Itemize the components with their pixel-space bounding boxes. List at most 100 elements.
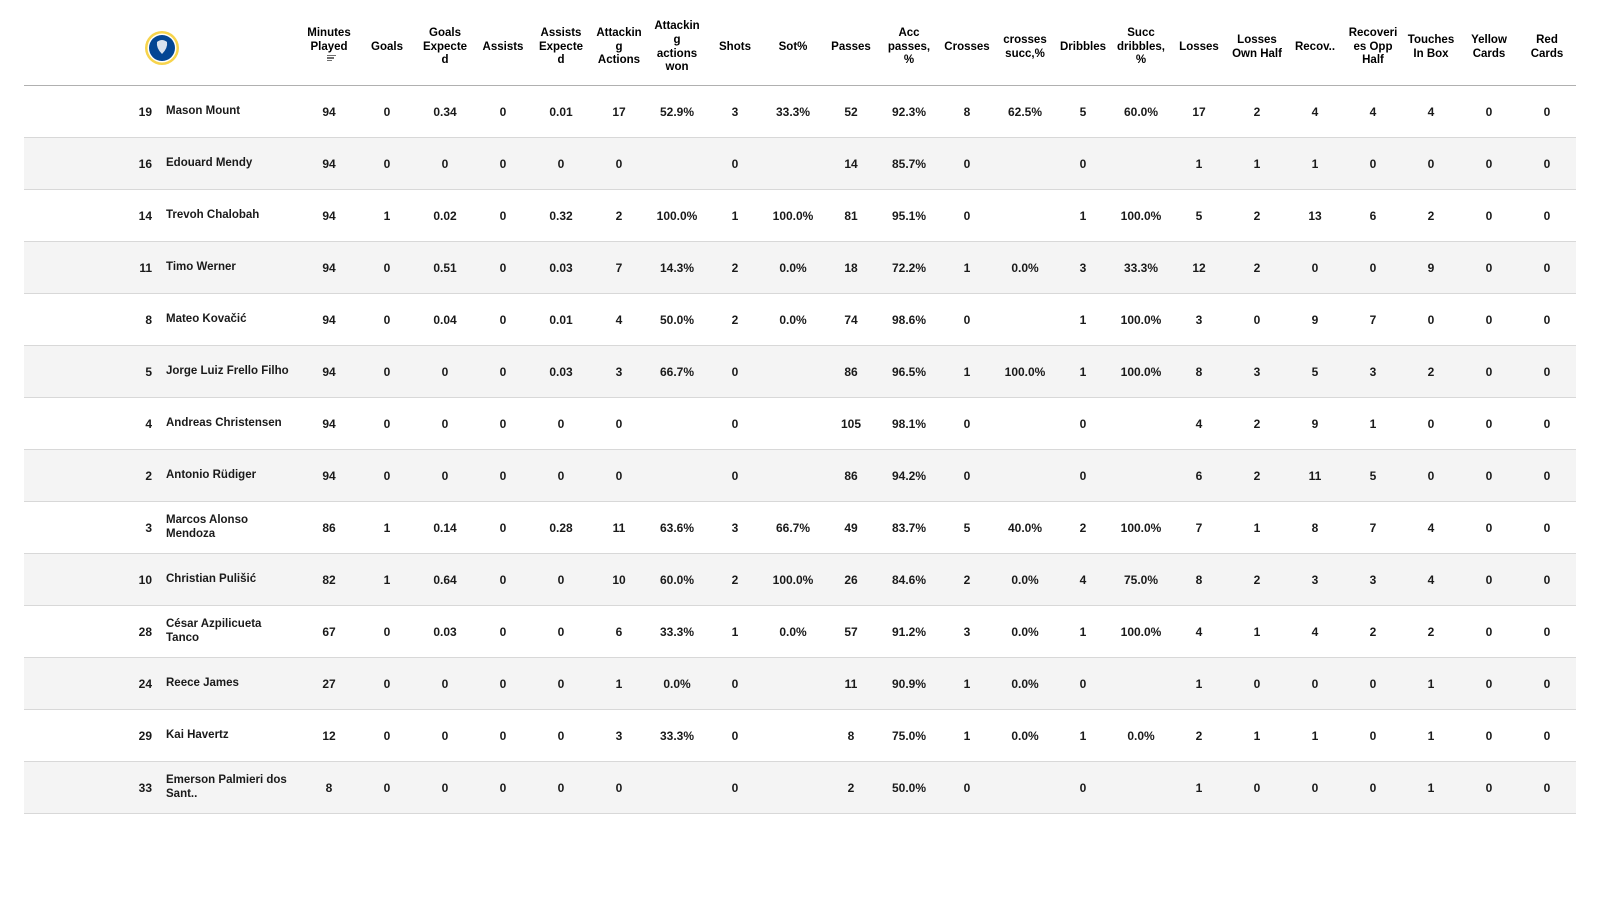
stat-crosses: 2 [938,554,996,606]
col-header-recov[interactable]: Recov.. [1286,16,1344,86]
stat-red: 0 [1518,294,1576,346]
stat-goals: 0 [358,710,416,762]
stat-assists: 0 [474,242,532,294]
player-name: Kai Havertz [162,710,300,762]
stat-minutes: 94 [300,450,358,502]
col-header-att_won[interactable]: Attacking actions won [648,16,706,86]
stat-loss_own: 2 [1228,86,1286,138]
col-header-xg[interactable]: Goals Expected [416,16,474,86]
col-label: Acc passes, % [888,27,930,67]
col-header-red[interactable]: Red Cards [1518,16,1576,86]
col-header-recov_opp[interactable]: Recoveries Opp Half [1344,16,1402,86]
col-header-yellow[interactable]: Yellow Cards [1460,16,1518,86]
stat-recov_opp: 7 [1344,502,1402,554]
stat-dribbles: 1 [1054,294,1112,346]
stat-att_won: 33.3% [648,606,706,658]
stat-recov: 8 [1286,502,1344,554]
stat-passes: 105 [822,398,880,450]
stat-recov: 1 [1286,710,1344,762]
col-header-loss_own[interactable]: Losses Own Half [1228,16,1286,86]
stat-dribbles: 0 [1054,762,1112,814]
col-header-losses[interactable]: Losses [1170,16,1228,86]
col-header-cross_succ[interactable]: crosses succ,% [996,16,1054,86]
col-header-touches_box[interactable]: Touches In Box [1402,16,1460,86]
col-header-xa[interactable]: Assists Expected [532,16,590,86]
stat-goals: 0 [358,346,416,398]
stat-yellow: 0 [1460,710,1518,762]
stat-minutes: 27 [300,658,358,710]
stat-shots: 0 [706,710,764,762]
table-row: 5Jorge Luiz Frello Filho940000.03366.7%0… [24,346,1576,398]
stat-passes: 86 [822,450,880,502]
col-header-crosses[interactable]: Crosses [938,16,996,86]
stat-cross_succ [996,762,1054,814]
col-header-sot_pct[interactable]: Sot% [764,16,822,86]
stat-xa: 0.03 [532,242,590,294]
stat-crosses: 0 [938,762,996,814]
col-header-dribbles[interactable]: Dribbles [1054,16,1112,86]
col-header-drib_succ[interactable]: Succ dribbles,% [1112,16,1170,86]
col-header-assists[interactable]: Assists [474,16,532,86]
player-name: Jorge Luiz Frello Filho [162,346,300,398]
stat-sot_pct [764,658,822,710]
stat-dribbles: 1 [1054,346,1112,398]
stat-drib_succ: 0.0% [1112,710,1170,762]
stat-losses: 8 [1170,346,1228,398]
col-header-goals[interactable]: Goals [358,16,416,86]
table-row: 14Trevoh Chalobah9410.0200.322100.0%1100… [24,190,1576,242]
col-header-passes[interactable]: Passes [822,16,880,86]
stat-sot_pct: 0.0% [764,242,822,294]
stat-red: 0 [1518,346,1576,398]
stat-att_act: 0 [590,762,648,814]
stat-assists: 0 [474,502,532,554]
stat-yellow: 0 [1460,398,1518,450]
stat-minutes: 67 [300,606,358,658]
player-name: Emerson Palmieri dos Sant.. [162,762,300,814]
stat-acc_pass: 92.3% [880,86,938,138]
col-header-acc_pass[interactable]: Acc passes, % [880,16,938,86]
stat-yellow: 0 [1460,450,1518,502]
col-header-name[interactable] [24,16,300,86]
stat-yellow: 0 [1460,138,1518,190]
stat-passes: 26 [822,554,880,606]
table-row: 33Emerson Palmieri dos Sant..8000000250.… [24,762,1576,814]
stat-xg: 0.34 [416,86,474,138]
stat-red: 0 [1518,190,1576,242]
col-header-shots[interactable]: Shots [706,16,764,86]
stat-passes: 74 [822,294,880,346]
stat-att_act: 10 [590,554,648,606]
player-name: Edouard Mendy [162,138,300,190]
stat-sot_pct [764,138,822,190]
stat-shots: 2 [706,242,764,294]
stat-dribbles: 0 [1054,398,1112,450]
stat-loss_own: 1 [1228,138,1286,190]
stat-xg: 0 [416,762,474,814]
stat-recov: 0 [1286,762,1344,814]
stat-att_won: 14.3% [648,242,706,294]
col-header-minutes[interactable]: Minutes Played [300,16,358,86]
stat-goals: 0 [358,86,416,138]
stat-xa: 0.03 [532,346,590,398]
stat-xg: 0 [416,450,474,502]
stat-losses: 1 [1170,138,1228,190]
stat-minutes: 82 [300,554,358,606]
col-label: Sot% [779,41,808,53]
col-label: Attacking actions won [654,20,699,73]
stat-assists: 0 [474,554,532,606]
player-name: Christian Pulišić [162,554,300,606]
stat-sot_pct: 0.0% [764,606,822,658]
stat-goals: 0 [358,294,416,346]
stat-acc_pass: 91.2% [880,606,938,658]
col-header-att_act[interactable]: Attacking Actions [590,16,648,86]
col-label: Red Cards [1531,34,1564,60]
col-label: Goals Expected [423,27,467,67]
stat-att_won: 52.9% [648,86,706,138]
stat-att_act: 3 [590,710,648,762]
stat-sot_pct: 100.0% [764,190,822,242]
stat-dribbles: 0 [1054,658,1112,710]
stat-losses: 8 [1170,554,1228,606]
stat-acc_pass: 75.0% [880,710,938,762]
stat-crosses: 0 [938,398,996,450]
stat-drib_succ: 75.0% [1112,554,1170,606]
stat-att_won [648,450,706,502]
